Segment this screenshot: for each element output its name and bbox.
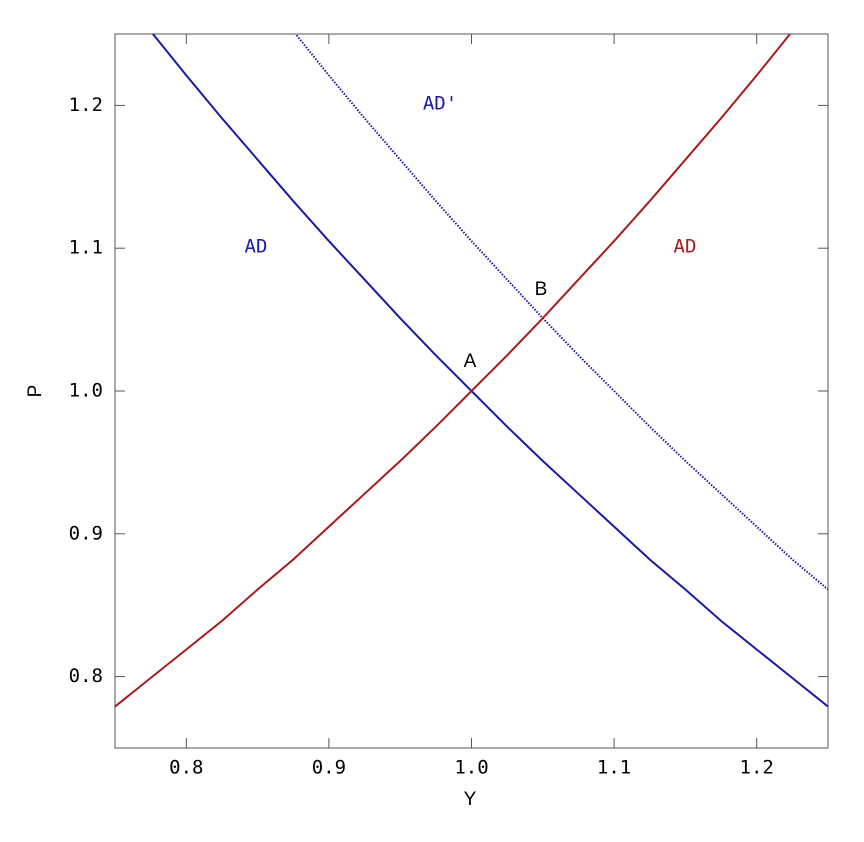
series-label: AD — [674, 236, 697, 258]
series-label: AD — [245, 236, 268, 258]
y-tick-label: 0.8 — [69, 665, 103, 687]
series-line — [115, 34, 792, 708]
x-tick-label: 0.8 — [169, 757, 203, 779]
y-tick-label: 0.9 — [69, 522, 103, 544]
point-label: B — [535, 279, 548, 300]
y-tick-label: 1.1 — [69, 237, 103, 259]
x-axis-label: Y — [464, 789, 477, 810]
x-tick-label: 1.0 — [454, 757, 488, 779]
x-tick-label: 1.2 — [740, 757, 774, 779]
series-line — [294, 34, 828, 591]
series-label: AD' — [423, 93, 457, 115]
y-axis-label: P — [25, 385, 46, 398]
y-tick-label: 1.0 — [69, 380, 103, 402]
y-tick-label: 1.2 — [69, 94, 103, 116]
x-tick-label: 0.9 — [312, 757, 346, 779]
point-label: A — [464, 351, 477, 372]
x-tick-label: 1.1 — [597, 757, 631, 779]
